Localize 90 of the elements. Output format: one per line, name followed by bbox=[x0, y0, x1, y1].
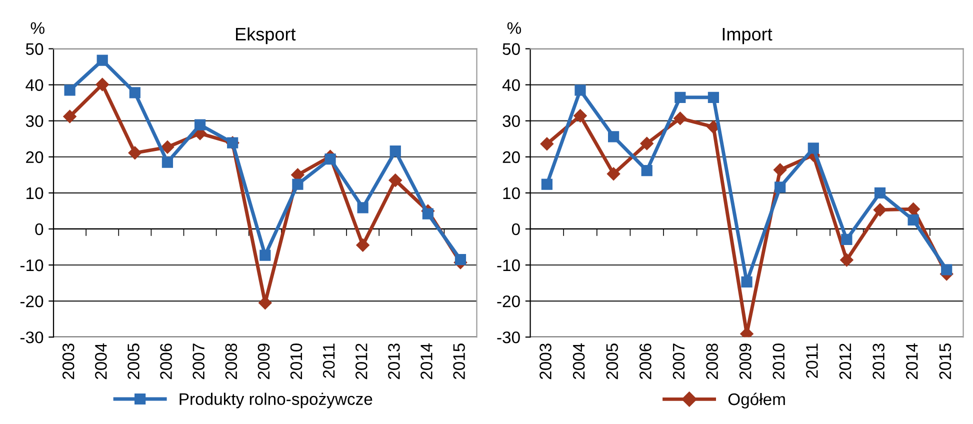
point bbox=[640, 136, 654, 150]
y-tick-label: 0 bbox=[512, 223, 520, 236]
x-tick-label: 2005 bbox=[128, 344, 140, 380]
point bbox=[454, 254, 466, 266]
point bbox=[194, 119, 206, 130]
x-tick-label: 2012 bbox=[355, 344, 368, 380]
x-tick-label: 2006 bbox=[160, 344, 172, 380]
point bbox=[574, 84, 586, 96]
point bbox=[388, 174, 402, 187]
point bbox=[96, 54, 108, 66]
point bbox=[906, 202, 920, 216]
y-tick-label: -10 bbox=[497, 259, 520, 272]
point bbox=[674, 92, 686, 103]
x-tick-label: 2007 bbox=[192, 344, 204, 380]
point bbox=[357, 202, 368, 214]
point bbox=[324, 153, 336, 165]
point bbox=[574, 109, 587, 122]
x-tick-label: 2015 bbox=[939, 344, 952, 380]
y-tick-label: 40 bbox=[26, 79, 44, 92]
y-tick-label: 20 bbox=[502, 151, 520, 164]
point bbox=[540, 137, 554, 150]
legend-label: Produkty rolno-spożywcze bbox=[180, 392, 372, 408]
point bbox=[808, 142, 819, 154]
point bbox=[292, 178, 304, 190]
x-tick-label: 2003 bbox=[62, 344, 74, 380]
y-tick-label: 50 bbox=[26, 43, 44, 55]
x-tick-label: 2015 bbox=[453, 344, 465, 380]
y-tick-label: 50 bbox=[502, 43, 520, 55]
legend-label: Ogółem bbox=[728, 392, 785, 408]
point bbox=[774, 182, 786, 193]
x-tick-label: 2009 bbox=[258, 344, 270, 380]
point bbox=[356, 238, 370, 252]
x-tick-label: 2005 bbox=[606, 344, 618, 380]
point bbox=[741, 276, 752, 288]
x-tick-label: 2011 bbox=[322, 344, 335, 378]
x-tick-label: 2003 bbox=[540, 344, 552, 380]
point bbox=[773, 163, 787, 176]
point bbox=[541, 178, 552, 190]
y-tick-label: -30 bbox=[497, 331, 520, 344]
x-tick-label: 2008 bbox=[225, 344, 238, 380]
point bbox=[641, 165, 652, 176]
y-axis-title: % bbox=[30, 22, 44, 34]
point bbox=[260, 250, 271, 261]
y-tick-label: 40 bbox=[502, 79, 520, 92]
x-tick-label: 2014 bbox=[420, 343, 432, 380]
point bbox=[96, 78, 109, 92]
x-tick-label: 2008 bbox=[706, 344, 718, 380]
point bbox=[606, 167, 620, 180]
x-tick-label: 2010 bbox=[290, 343, 302, 380]
point bbox=[422, 208, 434, 220]
x-tick-label: 2014 bbox=[906, 343, 918, 380]
point bbox=[608, 131, 620, 142]
point bbox=[841, 234, 852, 245]
x-tick-label: 2004 bbox=[95, 343, 107, 380]
point bbox=[873, 203, 887, 216]
y-tick-label: -20 bbox=[20, 295, 44, 308]
point bbox=[941, 264, 952, 276]
y-tick-label: 30 bbox=[26, 115, 44, 128]
point bbox=[162, 156, 174, 168]
y-axis-title: % bbox=[507, 22, 522, 34]
x-tick-label: 2009 bbox=[739, 344, 752, 380]
x-tick-label: 2013 bbox=[388, 344, 400, 380]
x-tick-label: 2006 bbox=[640, 344, 652, 380]
y-tick-label: 10 bbox=[26, 187, 44, 200]
point bbox=[63, 110, 76, 124]
y-tick-label: -30 bbox=[20, 331, 44, 344]
y-tick-label: -10 bbox=[20, 259, 44, 272]
x-tick-label: 2007 bbox=[672, 344, 685, 380]
x-tick-label: 2013 bbox=[872, 344, 884, 380]
y-tick-label: 0 bbox=[35, 223, 44, 236]
point bbox=[64, 84, 76, 96]
point bbox=[708, 92, 720, 103]
x-tick-label: 2004 bbox=[572, 343, 585, 380]
point bbox=[129, 87, 140, 98]
x-tick-label: 2011 bbox=[806, 344, 818, 378]
point bbox=[874, 187, 886, 198]
chart-title: Eksport bbox=[236, 27, 296, 44]
point bbox=[160, 140, 174, 154]
x-tick-label: 2012 bbox=[839, 344, 852, 380]
chart-title: Import bbox=[722, 28, 772, 44]
point bbox=[128, 146, 142, 160]
y-tick-label: 30 bbox=[502, 115, 520, 128]
y-tick-label: -20 bbox=[497, 295, 520, 308]
y-tick-label: 10 bbox=[503, 187, 520, 200]
point bbox=[908, 214, 919, 226]
point bbox=[674, 112, 687, 125]
point bbox=[390, 146, 401, 157]
x-tick-label: 2010 bbox=[772, 343, 785, 380]
point bbox=[840, 253, 854, 267]
y-tick-label: 20 bbox=[26, 151, 44, 164]
